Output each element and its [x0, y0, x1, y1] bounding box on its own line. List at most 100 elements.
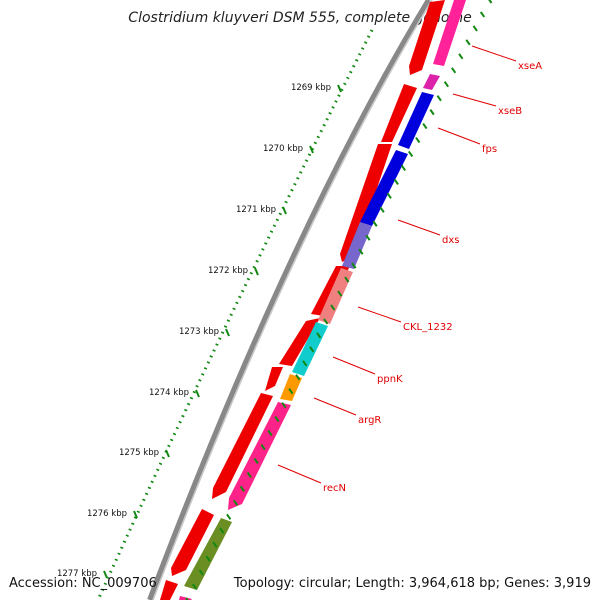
ruler-label: 1270 kbp — [263, 144, 303, 154]
gene-block-fps[interactable] — [398, 92, 434, 149]
inner-tick — [443, 81, 449, 88]
cds-forward-8[interactable] — [171, 509, 214, 576]
label-leader-line — [357, 306, 402, 323]
ruler-label: 1275 kbp — [119, 448, 159, 458]
topology-summary: Topology: circular; Length: 3,964,618 bp… — [233, 576, 591, 591]
label-leader-line — [437, 127, 481, 145]
gene-block-last[interactable] — [179, 596, 192, 600]
label-leader-line — [397, 219, 441, 236]
label-leader-line — [332, 356, 376, 375]
ruler-label: 1273 kbp — [179, 327, 219, 337]
kbp-ruler: 1269 kbp 1270 kbp 1271 kbp 1272 kbp 1273 kbp… — [57, 29, 374, 600]
inner-tick-track — [185, 0, 493, 600]
gene-block-dxs-a[interactable] — [360, 150, 408, 226]
ruler-label: 1274 kbp — [149, 388, 189, 398]
gene-label-recN[interactable]: recN — [323, 483, 346, 494]
cds-forward-2[interactable] — [381, 84, 417, 142]
gene-block-xseB[interactable] — [423, 74, 440, 90]
inner-tick — [309, 346, 315, 353]
gene-block-next[interactable] — [184, 518, 232, 590]
ruler-label: 1272 kbp — [208, 266, 248, 276]
inner-tick — [365, 234, 371, 241]
inner-tick — [246, 471, 252, 478]
inner-tick — [472, 25, 478, 32]
inner-tick — [429, 109, 435, 116]
gene-labels: xseA xseB fps dxs CKL_1232 ppnK argR recN — [277, 45, 542, 494]
gene-block-CKL_1232[interactable] — [318, 268, 353, 324]
inner-tick — [451, 67, 457, 74]
ruler-tick — [309, 145, 314, 154]
gene-block-argR[interactable] — [280, 374, 302, 401]
gene-label-CKL_1232[interactable]: CKL_1232 — [403, 322, 453, 333]
inner-tick — [239, 485, 245, 492]
inner-tick — [295, 374, 301, 381]
inner-tick — [386, 192, 392, 199]
gene-label-fps[interactable]: fps — [482, 144, 497, 155]
inner-tick — [479, 11, 486, 18]
inner-tick — [337, 290, 343, 297]
backbone-arc-highlight — [152, 0, 433, 600]
inner-tick — [400, 164, 407, 172]
inner-tick — [198, 569, 204, 576]
ruler-tick — [225, 328, 230, 337]
forward-strand-track — [160, 0, 445, 600]
gene-label-ppnK[interactable]: ppnK — [377, 374, 403, 385]
inner-tick — [212, 541, 218, 548]
ruler-label: 1277 kbp — [57, 569, 97, 579]
cds-forward-9[interactable] — [160, 580, 178, 600]
inner-tick — [288, 388, 294, 395]
gene-label-xseB[interactable]: xseB — [498, 106, 522, 117]
inner-tick — [372, 220, 378, 227]
inner-tick — [408, 150, 414, 158]
ruler-tick — [337, 84, 342, 93]
cds-forward-6[interactable] — [265, 367, 283, 391]
cds-forward-3[interactable] — [340, 144, 392, 262]
inner-tick — [219, 527, 225, 534]
inner-tick — [205, 555, 211, 562]
cds-forward-7[interactable] — [212, 393, 273, 499]
inner-tick — [458, 53, 464, 60]
inner-tick — [226, 513, 232, 520]
label-leader-line — [471, 45, 517, 62]
ruler-label: 1276 kbp — [87, 509, 127, 519]
ruler-tick — [254, 267, 259, 276]
ruler-tick — [165, 449, 170, 458]
ruler-tick — [282, 206, 287, 215]
gene-block-dxs-b[interactable] — [342, 222, 372, 269]
inner-tick — [232, 499, 239, 506]
inner-tick — [274, 416, 280, 423]
inner-tick — [330, 304, 336, 311]
map-title: Clostridium kluyveri DSM 555, complete g… — [128, 10, 472, 26]
label-leader-line — [277, 464, 322, 484]
gene-block-recN[interactable] — [228, 402, 291, 510]
reverse-strand-track — [179, 0, 466, 600]
ruler-tick — [103, 570, 108, 579]
inner-tick — [379, 206, 385, 213]
inner-tick — [191, 583, 198, 590]
inner-tick — [316, 332, 322, 339]
gene-label-argR[interactable]: argR — [358, 415, 381, 426]
ruler-label: 1271 kbp — [236, 205, 276, 215]
gene-label-xseA[interactable]: xseA — [518, 61, 542, 72]
inner-tick — [422, 123, 428, 130]
ruler-dotted-line — [96, 29, 374, 600]
ruler-tick — [195, 389, 200, 398]
inner-tick — [344, 276, 350, 283]
cds-forward-1[interactable] — [409, 0, 445, 75]
inner-tick — [351, 262, 357, 269]
inner-tick — [253, 457, 259, 465]
label-leader-line — [313, 397, 357, 416]
inner-tick — [465, 39, 471, 46]
ruler-label: 1269 kbp — [291, 83, 331, 93]
inner-tick — [281, 402, 287, 409]
inner-tick — [267, 429, 273, 437]
gene-label-dxs[interactable]: dxs — [442, 235, 459, 246]
gene-block-xseA[interactable] — [433, 0, 466, 66]
inner-tick — [488, 0, 493, 4]
cds-forward-5[interactable] — [279, 318, 320, 366]
inner-tick — [415, 136, 421, 144]
inner-tick — [436, 95, 442, 102]
inner-tick — [260, 443, 266, 451]
inner-tick — [358, 248, 364, 255]
